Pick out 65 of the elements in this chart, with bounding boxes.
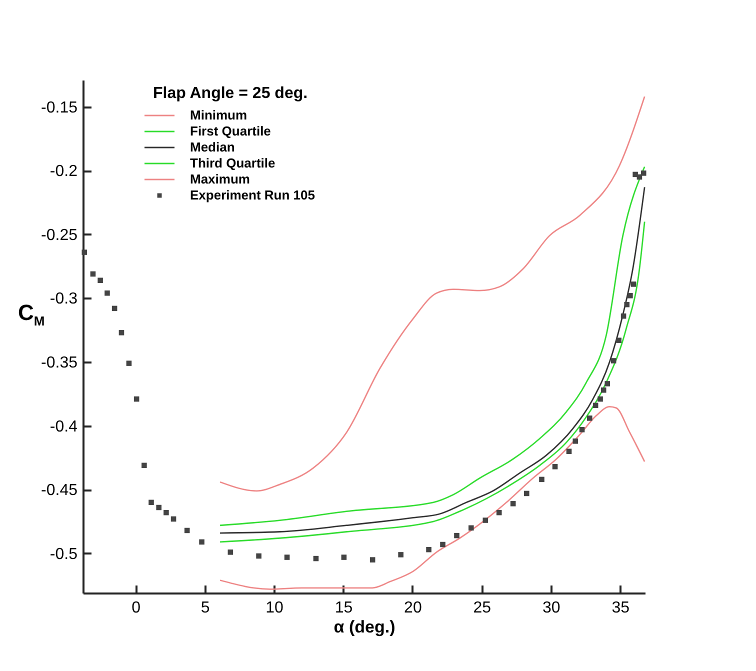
point [199, 539, 204, 545]
point [640, 170, 646, 176]
point [468, 525, 474, 531]
point [454, 532, 460, 538]
x-tick-label: 35 [612, 600, 630, 616]
x-tick-label: 0 [132, 600, 141, 616]
point [142, 462, 147, 468]
point [572, 438, 578, 444]
point [98, 278, 103, 283]
x-tick-label: 25 [473, 600, 492, 616]
point [164, 510, 169, 516]
legend-label: Median [190, 140, 235, 154]
legend-title: Flap Angle = 25 deg. [153, 85, 308, 102]
point [579, 427, 585, 432]
y-tick-label: -0.35 [41, 354, 78, 372]
point [616, 338, 622, 343]
point [539, 476, 544, 482]
y-tick-label: -0.5 [50, 546, 78, 563]
y-axis-title: C$_{M}$ [18, 300, 45, 328]
point [496, 510, 502, 516]
point [426, 546, 432, 552]
y-tick-label: -0.4 [50, 418, 78, 436]
point [228, 550, 234, 555]
x-tick-label: 30 [542, 600, 560, 616]
x-tick-label: 10 [266, 600, 284, 616]
point [610, 358, 616, 364]
legend-label: Third Quartile [190, 156, 276, 170]
point [370, 557, 376, 562]
y-tick-label: -0.3 [50, 290, 78, 308]
point [586, 416, 592, 421]
point [552, 464, 558, 470]
point [566, 448, 572, 454]
point [482, 518, 488, 523]
legend-label: Maximum [190, 172, 250, 186]
point [398, 552, 404, 558]
point [604, 381, 610, 386]
point [148, 500, 154, 506]
legend-label: Experiment Run 105 [190, 188, 315, 202]
point [598, 396, 603, 402]
x-tick-label: 20 [404, 600, 422, 616]
point [630, 282, 636, 287]
point [156, 504, 162, 510]
y-tick-label: -0.25 [41, 226, 78, 244]
y-tick-label: -0.45 [41, 482, 78, 500]
point [341, 554, 347, 560]
point [624, 302, 630, 308]
point [256, 553, 262, 559]
point [524, 490, 530, 496]
legend-label: First Quartile [190, 124, 271, 138]
point [440, 542, 446, 548]
x-axis-title: α (deg.) [334, 618, 396, 636]
point [82, 250, 88, 255]
point [284, 554, 290, 560]
point [628, 293, 633, 298]
point [510, 501, 516, 506]
y-tick-label: -0.15 [41, 99, 78, 116]
x-tick-label: 15 [334, 600, 353, 616]
y-tick-label: -0.2 [50, 163, 78, 180]
point [126, 360, 132, 366]
line-series [219, 406, 646, 590]
point [600, 387, 606, 393]
point [104, 290, 110, 296]
x-tick-label: 5 [200, 600, 210, 616]
legend-label: Minimum [190, 108, 248, 122]
point [118, 330, 124, 336]
